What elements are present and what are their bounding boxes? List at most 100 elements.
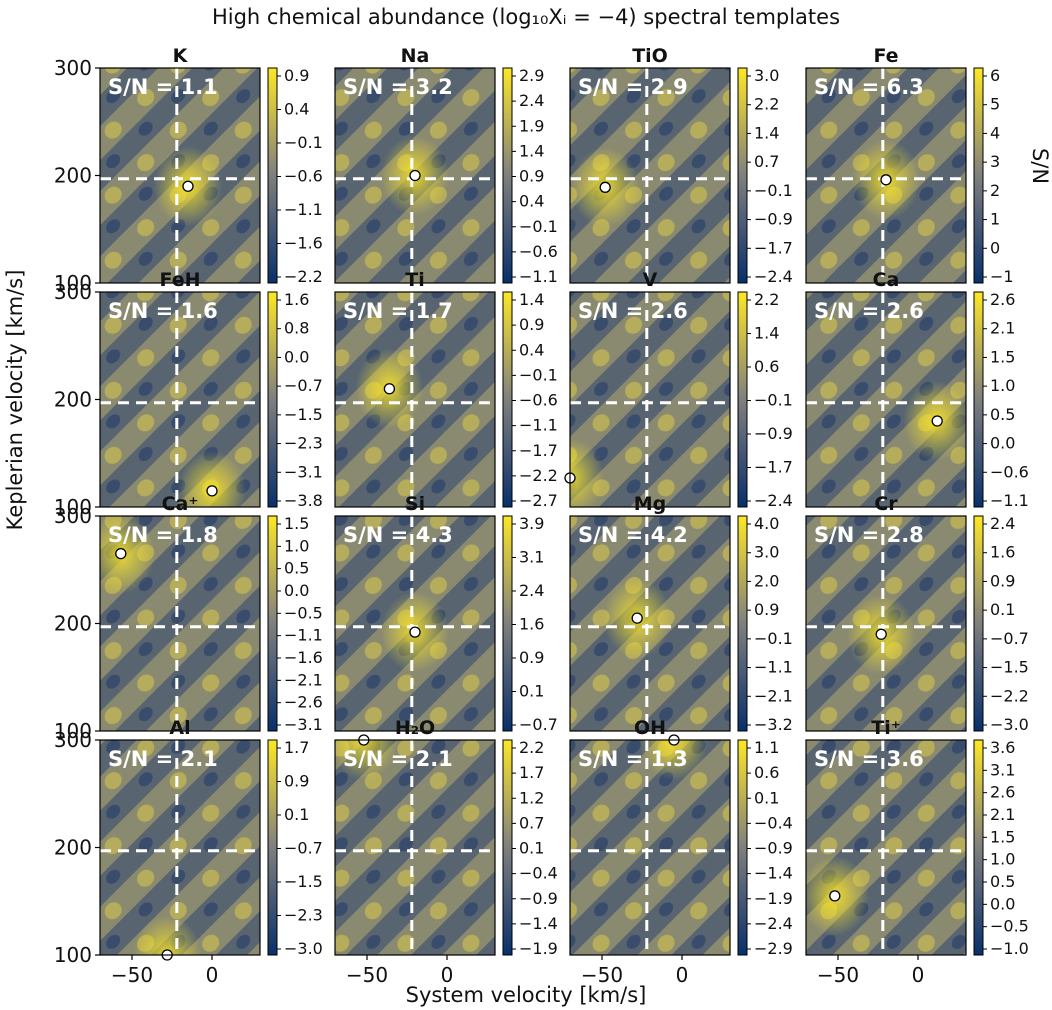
colorbar-tick-label: −1.0 xyxy=(990,939,1029,958)
colorbar-tick-label: −2.2 xyxy=(284,267,323,286)
x-tick-label: −50 xyxy=(817,963,859,987)
heatmap-area: S/N = 4.2 xyxy=(570,516,730,731)
colorbar-tick-label: 2.4 xyxy=(990,514,1015,533)
sn-label: S/N = 1.8 xyxy=(108,523,218,547)
colorbar-tick-label: 6 xyxy=(990,66,1000,85)
colorbar-tick-label: −2.4 xyxy=(754,914,793,933)
y-tick-label: 200 xyxy=(54,612,92,636)
colorbar-tick-label: −1.4 xyxy=(754,864,793,883)
heatmap-background xyxy=(570,740,730,955)
colorbar xyxy=(737,739,748,956)
colorbar-tick-label: 0.8 xyxy=(284,319,309,338)
colorbar-tick-label: −1.5 xyxy=(990,658,1029,677)
heatmap-area: S/N = 2.1 xyxy=(335,740,495,955)
colorbar-tick-label: 0.5 xyxy=(990,405,1015,424)
colorbar-tick-label: −0.4 xyxy=(754,813,793,832)
colorbar-tick-label: 1.1 xyxy=(754,738,779,757)
colorbar-tick-label: −0.7 xyxy=(284,376,323,395)
panel-frame xyxy=(569,291,731,508)
colorbar-tick-label: 0.9 xyxy=(990,571,1015,590)
peak-marker xyxy=(829,890,841,902)
panel-title: Al xyxy=(169,717,190,739)
peak-marker xyxy=(409,169,421,182)
colorbar-tick-label: −1.1 xyxy=(519,416,558,435)
colorbar-tick-label: −0.1 xyxy=(754,391,793,410)
figure-title: High chemical abundance (log₁₀Xᵢ = −4) s… xyxy=(212,5,840,29)
colorbar-label: S/N xyxy=(1028,148,1052,184)
colorbar xyxy=(502,515,513,732)
y-tick-label: 300 xyxy=(54,280,92,304)
colorbar-tick-label: −0.6 xyxy=(990,462,1029,481)
colorbar-tick-label: 1.7 xyxy=(519,763,544,782)
colorbar-tick-label: −3.8 xyxy=(284,491,323,510)
colorbar-tick-label: −0.6 xyxy=(519,242,558,261)
colorbar-tick-label: 0.4 xyxy=(284,100,309,119)
y-tick-label: 300 xyxy=(54,504,92,528)
colorbar-tick-label: −1.7 xyxy=(754,458,793,477)
panel-title: Ti xyxy=(405,269,424,291)
colorbar-tick-label: 2.2 xyxy=(754,95,779,114)
panel-title: FeH xyxy=(160,269,201,291)
colorbar-tick-label: 1.5 xyxy=(284,514,309,533)
colorbar-tick-label: 2.2 xyxy=(754,290,779,309)
heatmap-area: S/N = 1.1 xyxy=(100,68,260,283)
sn-label: S/N = 2.1 xyxy=(343,747,453,771)
colorbar xyxy=(267,291,278,508)
colorbar xyxy=(267,67,278,284)
colorbar-tick-label: 1.2 xyxy=(519,788,544,807)
x-tick-label: 0 xyxy=(206,963,219,987)
colorbar-tick-label: 0.4 xyxy=(519,340,544,359)
colorbar-tick-label: 0.9 xyxy=(519,315,544,334)
colorbar-tick-label: −0.1 xyxy=(284,133,323,152)
colorbar-tick-label: 2.1 xyxy=(990,319,1015,338)
colorbar-tick-label: 2.4 xyxy=(519,91,544,110)
heatmap-area: S/N = 1.6 xyxy=(100,292,260,507)
colorbar-tick-label: −1.5 xyxy=(284,405,323,424)
colorbar-tick-label: 2.6 xyxy=(990,290,1015,309)
colorbar-tick-label: 0.9 xyxy=(284,66,309,85)
heatmap-area: S/N = 2.6 xyxy=(806,292,966,507)
peak-glow xyxy=(570,437,604,507)
colorbar-tick-label: 1.6 xyxy=(519,615,544,634)
x-tick-label: 0 xyxy=(441,963,454,987)
panel-frame xyxy=(569,515,731,732)
colorbar-tick-label: −2.7 xyxy=(519,491,558,510)
colorbar-tick-label: 0 xyxy=(990,238,1000,257)
panel-frame xyxy=(334,67,496,284)
colorbar-tick-label: 1.4 xyxy=(519,141,544,160)
panel-title: Cr xyxy=(874,493,898,515)
colorbar-tick-label: −3.0 xyxy=(990,715,1029,734)
colorbar-tick-label: 0.9 xyxy=(754,600,779,619)
panel-title: Na xyxy=(401,45,430,67)
y-tick-label: 100 xyxy=(54,719,92,743)
colorbar-tick-label: 1.6 xyxy=(284,290,309,309)
colorbar-tick-label: 0.1 xyxy=(284,805,309,824)
colorbar-tick-label: −3.1 xyxy=(284,462,323,481)
colorbar-tick-label: −1.7 xyxy=(519,441,558,460)
colorbar-tick-label: 1.0 xyxy=(990,850,1015,869)
sn-label: S/N = 1.6 xyxy=(108,299,218,323)
x-tick-label: −50 xyxy=(346,963,388,987)
sn-label: S/N = 2.9 xyxy=(578,75,688,99)
colorbar-tick-label: 3.0 xyxy=(754,66,779,85)
colorbar xyxy=(973,739,984,956)
colorbar-tick-label: 1.7 xyxy=(284,738,309,757)
colorbar-tick-label: 1.5 xyxy=(990,347,1015,366)
colorbar-tick-label: 0.4 xyxy=(519,192,544,211)
colorbar-tick-label: −2.2 xyxy=(990,686,1029,705)
colorbar-tick-label: 3 xyxy=(990,152,1000,171)
panel-6: S/N = 1.7 Ti 1.4 0.9 0.4 −0.1 −0.6 −1.1 −1.7 −2.2… xyxy=(334,269,558,510)
heatmap-area: S/N = 2.1 xyxy=(100,740,260,955)
panel-frame xyxy=(334,739,496,956)
panel-title: Ca⁺ xyxy=(162,493,199,515)
colorbar-tick-label: −0.9 xyxy=(519,889,558,908)
panel-9: S/N = 1.8 Ca⁺ 1.5 1.0 0.5 0.0 −0.5 −1.1 −1.6 −2.1… xyxy=(54,493,323,743)
sn-label: S/N = 1.7 xyxy=(343,299,453,323)
colorbar-tick-label: −0.1 xyxy=(754,629,793,648)
heatmap-area: S/N = 3.6 xyxy=(806,740,966,955)
sn-label: S/N = 1.3 xyxy=(578,747,688,771)
colorbar xyxy=(502,291,513,508)
colorbar-tick-label: −1.1 xyxy=(284,200,323,219)
colorbar-tick-label: −3.2 xyxy=(754,715,793,734)
panel-11: S/N = 4.2 Mg 4.0 3.0 2.0 0.9 −0.1 −1.1 −2.1 −3.2 xyxy=(569,493,793,734)
